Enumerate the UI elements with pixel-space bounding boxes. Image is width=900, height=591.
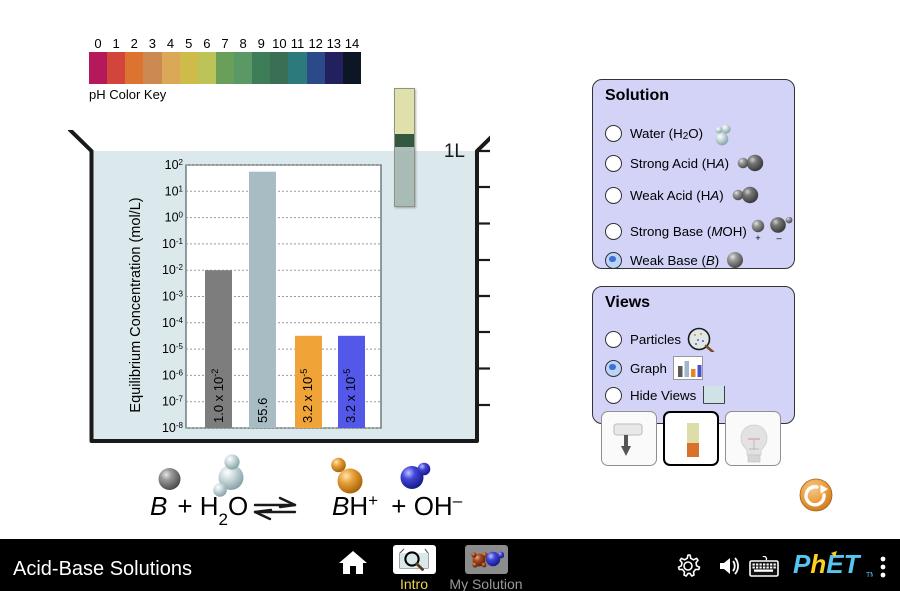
svg-text:100: 100: [165, 210, 184, 225]
svg-text:3.2 x 10-5: 3.2 x 10-5: [299, 369, 315, 423]
svg-text:TM: TM: [866, 572, 873, 579]
svg-text:10-1: 10-1: [162, 236, 184, 251]
svg-text:1.0 x 10-2: 1.0 x 10-2: [210, 369, 226, 423]
svg-text:10-5: 10-5: [162, 342, 184, 357]
svg-text:101: 101: [165, 184, 184, 199]
svg-text:10-3: 10-3: [162, 289, 184, 304]
svg-text:10-2: 10-2: [162, 263, 184, 278]
svg-text:1L: 1L: [444, 141, 465, 162]
svg-text:55.6: 55.6: [255, 398, 270, 423]
svg-text:B+ H2O: B + H2O: [150, 491, 248, 527]
svg-text:Equilibrium Concentration (mol: Equilibrium Concentration (mol/L): [128, 197, 144, 412]
svg-text:BH+ + OH–: BH+ + OH–: [332, 491, 463, 522]
svg-text:10-6: 10-6: [162, 368, 184, 383]
svg-text:10-8: 10-8: [162, 421, 184, 436]
svg-text:10-7: 10-7: [162, 394, 184, 409]
svg-text:–: –: [776, 233, 781, 243]
svg-text:102: 102: [165, 158, 184, 173]
svg-text:3.2 x 10-5: 3.2 x 10-5: [342, 369, 358, 423]
svg-text:10-4: 10-4: [162, 315, 184, 330]
svg-text:PhET: PhET: [793, 550, 862, 579]
svg-text:+: +: [755, 233, 760, 243]
